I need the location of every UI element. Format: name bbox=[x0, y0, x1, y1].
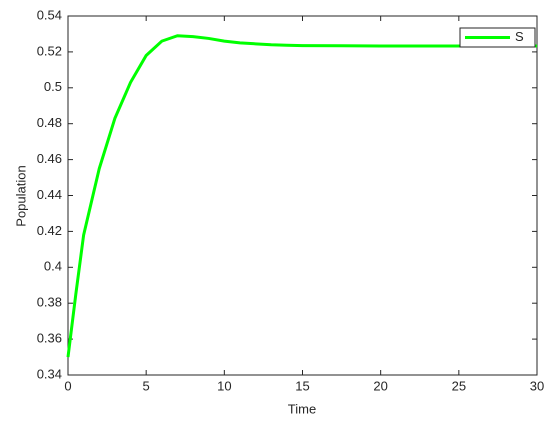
x-tick-label: 20 bbox=[373, 378, 387, 393]
y-tick-label: 0.38 bbox=[37, 295, 62, 310]
x-tick-label: 30 bbox=[530, 378, 544, 393]
y-tick-label: 0.46 bbox=[37, 151, 62, 166]
data-line bbox=[66, 34, 537, 358]
x-axis-label: Time bbox=[288, 401, 316, 416]
x-tick-label: 0 bbox=[64, 378, 71, 393]
y-tick-label: 0.36 bbox=[37, 331, 62, 346]
y-tick-label: 0.48 bbox=[37, 115, 62, 130]
y-tick-label: 0.42 bbox=[37, 223, 62, 238]
y-tick-label: 0.5 bbox=[44, 79, 62, 94]
y-tick-label: 0.54 bbox=[37, 7, 62, 22]
x-tick-label: 25 bbox=[452, 378, 466, 393]
y-tick-label: 0.44 bbox=[37, 187, 62, 202]
y-axis-label: Population bbox=[13, 165, 28, 226]
y-tick-label: 0.52 bbox=[37, 43, 62, 58]
x-tick-label: 5 bbox=[143, 378, 150, 393]
y-tick-label: 0.34 bbox=[37, 366, 62, 381]
x-tick-label: 10 bbox=[217, 378, 231, 393]
legend-label: S bbox=[515, 29, 524, 44]
x-tick-label: 15 bbox=[295, 378, 309, 393]
y-tick-label: 0.4 bbox=[44, 259, 62, 274]
